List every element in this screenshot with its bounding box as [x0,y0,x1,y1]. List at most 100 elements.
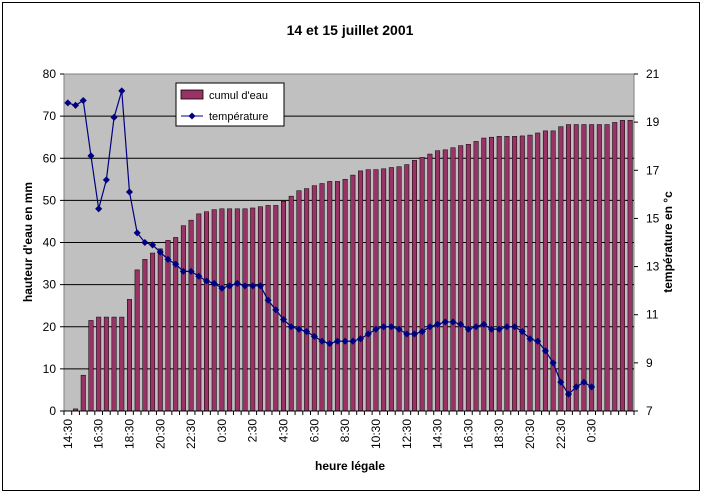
temperature-point [110,113,118,121]
bar [619,120,625,412]
temperature-point [387,323,395,331]
axes: 0 10 20 30 40 50 60 70 80 7 9 11 13 15 17 19 21 14:30 16:3… [43,67,660,449]
temperature-point [218,284,226,292]
bar [204,211,209,412]
chart-title: 14 et 15 juillet 2001 [287,22,414,38]
bar [465,144,471,412]
temperature-point [341,337,349,345]
temperature-point [72,101,80,109]
temperature-point [487,325,496,333]
bar [119,316,125,412]
bar [535,132,541,412]
bar [103,316,109,412]
temperature-point [272,306,280,314]
temperature-point [410,330,419,338]
x-tick-label: 2:30 [246,419,260,443]
y-left-tick-label: 0 [49,404,56,418]
bar [80,374,86,412]
temperature-point [256,282,264,290]
bar [473,141,479,412]
temperature-point [418,328,426,336]
bar [111,316,117,412]
bar [442,149,448,412]
temperature-point [133,229,141,237]
x-tick-label: 0:30 [215,419,229,443]
bar [334,181,340,412]
x-tick-label: 22:30 [184,419,198,449]
x-tick-label: 6:30 [307,419,321,443]
temperature-point [326,340,334,348]
temperature-point [403,330,411,338]
y-left-tick-label: 30 [43,278,57,292]
bar [404,164,410,412]
temperature-point [426,323,434,331]
temperature-point [149,241,157,249]
bar [427,153,433,412]
y-left-tick-label: 40 [43,236,57,250]
bar [350,174,356,412]
temperature-point [318,337,326,345]
x-tick-label: 12:30 [400,419,414,449]
temperature-point [79,96,87,105]
bar [311,185,317,412]
legend-label-temperature: température [209,111,268,123]
bar [527,134,533,412]
temperature-point [156,248,164,256]
x-tick-label: 8:30 [338,419,352,443]
temperature-point [572,383,580,391]
bar [265,205,271,412]
temperature-point [526,335,534,343]
x-tick-label: 22:30 [554,419,568,449]
x-tick-label: 20:30 [523,419,537,449]
temperature-point [164,255,172,263]
x-tick-label: 0:30 [585,419,599,443]
temperature-point [357,335,365,343]
bar [573,124,579,412]
temperature-point [434,320,442,328]
bar [180,225,186,412]
temperature-point [441,318,449,326]
bar [134,269,140,412]
legend-label-cumul: cumul d'eau [209,90,268,102]
bar [519,135,525,412]
y-left-tick-label: 20 [43,320,57,334]
x-tick-label: 16:30 [461,419,475,449]
temperature-point [102,176,110,184]
bar [296,190,302,412]
temperature-point [564,390,573,398]
bar [489,136,494,412]
bar [227,208,233,412]
bar [627,120,633,412]
y-right-tick-label: 15 [646,211,660,225]
bar [596,124,602,412]
bar [242,208,248,412]
x-tick-label: 16:30 [92,419,106,449]
bar [450,147,456,412]
bar [211,209,217,412]
temperature-point [541,347,549,355]
bar [188,219,194,412]
y-right-tick-label: 13 [646,260,660,274]
bar [219,208,225,412]
bar [319,183,325,412]
bar-series-cumul [73,120,633,412]
temperature-point [480,320,488,328]
y-left-tick-label: 80 [43,67,57,81]
bar [373,169,379,412]
temperature-point [333,337,341,345]
bar [234,208,240,412]
temperature-point [303,328,311,336]
bar [257,206,263,412]
x-tick-label: 4:30 [277,419,291,443]
bar [381,168,387,412]
bar [589,124,595,412]
temperature-point [118,87,126,95]
temperature-point [511,323,519,331]
temperature-point [349,337,357,345]
temperature-point [264,296,272,304]
temperature-point [380,323,388,331]
legend: cumul d'eau température [175,82,285,127]
x-tick-label: 10:30 [369,419,383,449]
temperature-point [449,318,457,326]
bar [581,124,587,412]
